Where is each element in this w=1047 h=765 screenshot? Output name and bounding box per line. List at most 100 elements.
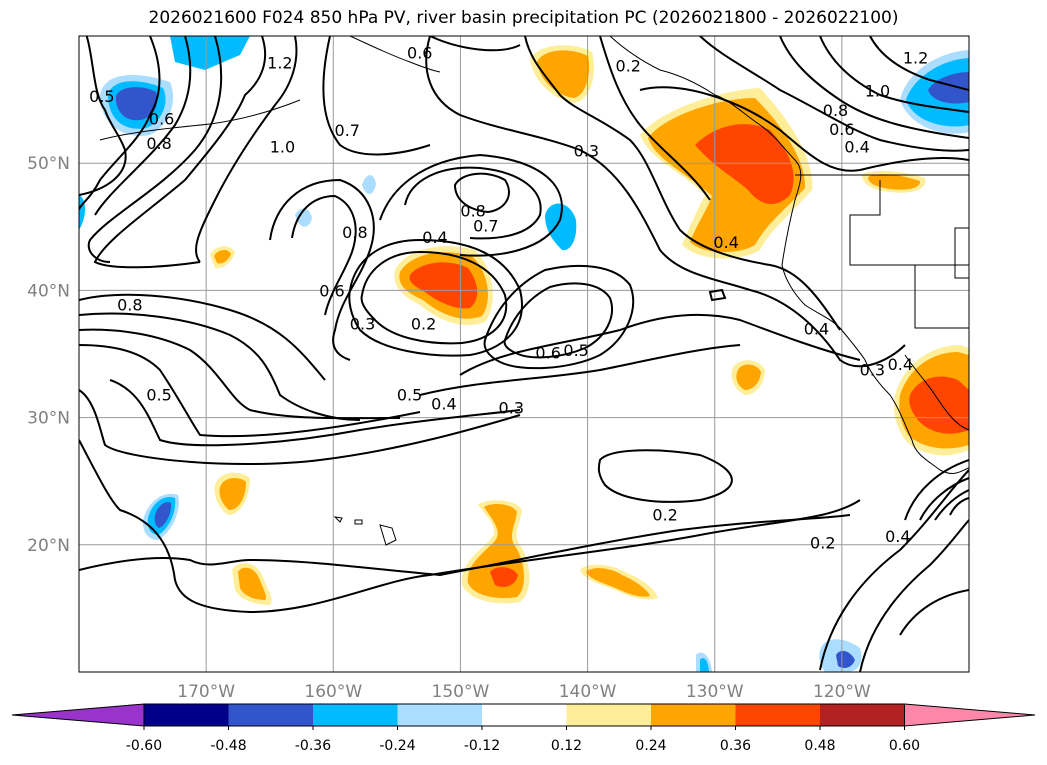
pv-contour <box>79 344 421 438</box>
colorbar-label: -0.12 <box>464 738 500 754</box>
pv-contour <box>404 166 542 240</box>
longitude-labels: 170°W 160°W 150°W 140°W 130°W 120°W <box>177 682 871 702</box>
colorbar: -0.60 -0.48 -0.36 -0.24 -0.12 0.12 0.24 0.36 0.4… <box>11 703 1036 754</box>
pv-contour <box>639 86 969 172</box>
pv-contour <box>79 439 861 614</box>
pv-contour <box>483 264 635 370</box>
pv-contour <box>79 36 127 196</box>
pv-contour <box>79 514 851 577</box>
longitude-label: 170°W <box>177 682 235 702</box>
latitude-label: 30°N <box>27 409 70 429</box>
pv-contour <box>708 288 727 302</box>
pv-contour <box>819 36 969 113</box>
contour-label: 0.6 <box>149 110 174 129</box>
positive-anomaly <box>586 568 650 597</box>
pv-contour <box>109 379 521 447</box>
positive-anomaly <box>214 250 231 264</box>
contour-label: 0.7 <box>335 121 360 140</box>
pv-contour <box>919 477 969 521</box>
pv-contour <box>291 194 357 316</box>
coastline <box>609 36 969 474</box>
contour-label: 0.2 <box>652 505 677 524</box>
pv-contour <box>819 469 969 671</box>
colorbar-segment <box>397 704 482 726</box>
contour-label: 0.4 <box>431 395 456 414</box>
negative-anomaly <box>362 175 376 194</box>
colorbar-label: 0.60 <box>889 738 920 754</box>
map-title: 2026021600 F024 850 hPa PV, river basin … <box>148 8 899 28</box>
colorbar-segment <box>482 704 567 726</box>
contour-label: 0.4 <box>888 355 913 374</box>
negative-anomaly <box>545 203 577 251</box>
colorbar-label: 0.24 <box>635 738 666 754</box>
contour-label: 0.4 <box>885 527 910 546</box>
pv-contour <box>869 36 969 91</box>
contour-label: 0.6 <box>829 120 854 139</box>
contour-label: 0.5 <box>89 87 114 106</box>
pv-contours <box>79 36 969 672</box>
contour-labels: 0.60.21.2 1.21.00.80.60.40.50.60.8 1.00.70… <box>89 44 928 553</box>
contour-label: 1.2 <box>267 54 292 73</box>
contour-label: 1.0 <box>270 138 295 157</box>
pv-contour <box>322 36 431 156</box>
pv-contour <box>419 344 741 396</box>
negative-anomaly <box>928 72 969 104</box>
longitude-label: 130°W <box>686 682 744 702</box>
colorbar-segment <box>820 704 905 726</box>
pv-contour <box>459 313 861 376</box>
contour-label: 0.7 <box>473 217 498 236</box>
pv-contour <box>79 328 401 420</box>
colorbar-label: 0.36 <box>720 738 751 754</box>
pv-contour <box>79 293 326 381</box>
border <box>954 227 969 279</box>
pv-contour <box>934 489 969 521</box>
map-plot-area: 0.60.21.2 1.21.00.80.60.40.50.60.8 1.00.70… <box>79 36 969 672</box>
border <box>849 180 969 266</box>
colorbar-segment <box>735 704 820 726</box>
latitude-label: 20°N <box>27 536 70 556</box>
contour-label: 0.2 <box>411 314 436 333</box>
colorbar-segment <box>651 704 736 726</box>
colorbar-label: -0.24 <box>379 738 415 754</box>
coastline <box>354 519 363 525</box>
colorbar-label: 0.48 <box>804 738 835 754</box>
contour-label: 0.4 <box>422 228 447 247</box>
positive-anomaly <box>219 477 246 510</box>
pv-contour <box>503 282 613 359</box>
pv-contour <box>904 459 969 521</box>
pv-contour <box>79 312 361 421</box>
contour-label: 0.6 <box>535 344 560 363</box>
coastline <box>379 524 397 546</box>
map-frame <box>78 35 970 673</box>
contour-label: 0.3 <box>574 141 599 160</box>
colorbar-label: -0.36 <box>295 738 331 754</box>
contour-label: 1.2 <box>903 49 928 68</box>
colorbar-min-extend <box>11 703 145 727</box>
coastline <box>99 99 301 141</box>
positive-anomaly <box>736 364 761 390</box>
negative-anomaly <box>79 195 86 230</box>
colorbar-label: -0.60 <box>126 738 162 754</box>
coastline <box>333 516 343 523</box>
pv-contour <box>899 589 969 636</box>
contour-label: 0.2 <box>616 56 641 75</box>
contour-label: 0.4 <box>844 138 869 157</box>
pv-contour <box>379 153 563 257</box>
coastline <box>349 36 441 73</box>
longitude-label: 150°W <box>432 682 490 702</box>
colorbar-frame <box>143 703 905 727</box>
contour-label: 0.6 <box>407 44 432 63</box>
pv-contour <box>779 36 969 139</box>
latitude-label: 50°N <box>27 154 70 174</box>
latitude-labels: 50°N 40°N 30°N 20°N <box>27 154 70 556</box>
coastline <box>904 354 969 431</box>
pv-contour <box>453 172 510 214</box>
negative-anomaly <box>154 502 172 528</box>
contour-label: 0.5 <box>563 341 588 360</box>
negative-anomaly <box>700 658 709 672</box>
coastlines <box>99 36 969 546</box>
contour-label: 1.0 <box>865 82 890 101</box>
contour-label: 0.5 <box>146 386 171 405</box>
pv-contour <box>195 36 298 263</box>
